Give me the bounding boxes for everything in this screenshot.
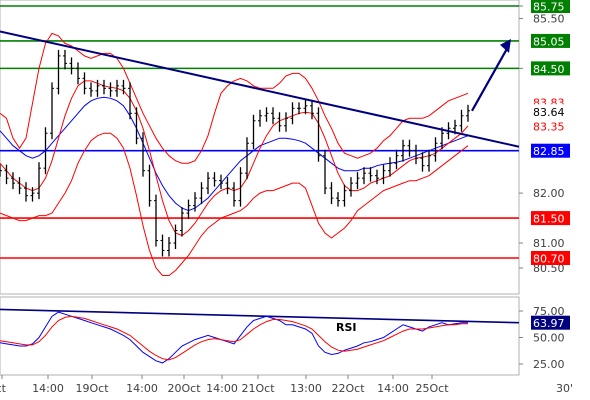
bollinger-upper-line <box>0 32 469 164</box>
time-tick-label: 20Oct <box>167 382 201 395</box>
level-tag-label: 82.85 <box>533 145 565 158</box>
level-tag-label: 80.70 <box>533 253 565 266</box>
time-tick-label: 14:00 <box>206 382 238 395</box>
rsi-plot-frame <box>0 296 520 376</box>
level-tag-box <box>531 251 570 265</box>
rsi-y-tick-label: 25.00 <box>533 358 565 371</box>
rsi-y-tick-label: 50.00 <box>533 332 565 345</box>
time-tick-label: 22Oct <box>331 382 365 395</box>
value-tag-label: 83.35 <box>533 120 565 133</box>
price-y-tick-label: 80.50 <box>533 262 565 275</box>
level-tag-box <box>531 0 570 13</box>
bollinger-lower-line <box>0 132 469 276</box>
time-tick-label: 30' <box>556 382 573 395</box>
price-y-tick-label: 82.00 <box>533 187 565 200</box>
level-tag-label: 81.50 <box>533 213 565 226</box>
level-tag-label: 84.50 <box>533 63 565 76</box>
price-y-tick-label: 85.50 <box>533 12 565 25</box>
forecast-arrow-shaft <box>471 46 509 112</box>
rsi-value-tag-box <box>531 315 570 330</box>
level-tag-label: 85.75 <box>533 1 565 14</box>
level-tag-box <box>531 33 570 48</box>
level-tag-box <box>531 211 570 226</box>
value-tag-label: 83.64 <box>533 106 565 119</box>
time-tick-label: 14:00 <box>377 382 409 395</box>
rsi-label: RSI <box>336 321 357 334</box>
time-tick-label: 25Oct <box>415 382 449 395</box>
level-tag-box <box>531 143 570 158</box>
time-tick-label: 14:00 <box>32 382 64 395</box>
rsi-signal-line <box>0 315 468 361</box>
time-axis: ct14:0019Oct14:0020Oct14:0021Oct13:0022O… <box>0 375 573 395</box>
rsi-y-tick-label: 75.00 <box>533 305 565 318</box>
time-tick-label: 21Oct <box>241 382 275 395</box>
level-tag-box <box>531 61 570 76</box>
rsi-line <box>0 311 468 364</box>
time-tick-label: 14:00 <box>126 382 158 395</box>
forecast-arrow-head <box>500 38 511 53</box>
rsi-trendline <box>0 308 520 324</box>
level-tag-label: 85.05 <box>533 35 565 48</box>
rsi-value-tag-label: 63.97 <box>533 317 565 330</box>
resistance-trendline <box>0 30 520 148</box>
rsi-panel: RSI <box>0 296 520 376</box>
time-tick-label: 13:00 <box>290 382 322 395</box>
time-tick-label: 19Oct <box>75 382 109 395</box>
price-y-tick-label: 81.00 <box>533 237 565 250</box>
value-tag-box <box>531 118 570 133</box>
time-tick-label: ct <box>0 382 7 395</box>
price-plot-frame <box>0 0 520 295</box>
price-panel <box>0 0 520 295</box>
value-tag-box <box>531 104 570 119</box>
